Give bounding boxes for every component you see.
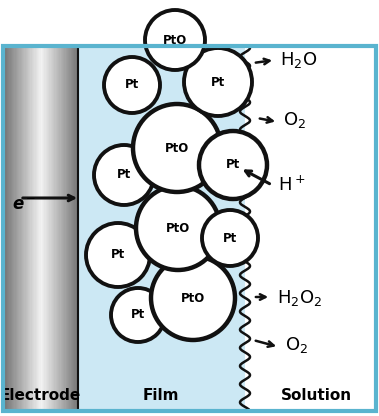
Bar xyxy=(68,46,69,411)
Text: H$_2$O: H$_2$O xyxy=(280,50,317,70)
Bar xyxy=(13,46,14,411)
Text: Pt: Pt xyxy=(125,79,139,92)
Text: Pt: Pt xyxy=(131,309,145,322)
Bar xyxy=(36,46,37,411)
Bar xyxy=(34,46,36,411)
Bar xyxy=(19,46,20,411)
Bar xyxy=(47,46,48,411)
Bar xyxy=(73,46,74,411)
Bar xyxy=(50,46,52,411)
Bar xyxy=(66,46,67,411)
Text: Pt: Pt xyxy=(111,248,125,262)
Circle shape xyxy=(202,210,258,266)
Text: O$_2$: O$_2$ xyxy=(283,110,306,130)
Bar xyxy=(52,46,53,411)
Bar xyxy=(3,46,78,411)
Bar xyxy=(77,46,78,411)
Text: PtO: PtO xyxy=(166,221,190,235)
Bar xyxy=(67,46,68,411)
Bar xyxy=(61,46,62,411)
Text: Pt: Pt xyxy=(117,168,131,181)
Bar xyxy=(57,46,58,411)
Text: Pt: Pt xyxy=(211,75,225,89)
Text: Pt: Pt xyxy=(223,231,237,245)
Bar xyxy=(59,46,61,411)
Bar xyxy=(72,46,73,411)
Bar xyxy=(33,46,34,411)
Bar xyxy=(64,46,66,411)
Circle shape xyxy=(145,10,205,70)
Bar xyxy=(7,46,8,411)
Circle shape xyxy=(86,223,150,287)
Bar xyxy=(62,46,63,411)
Bar xyxy=(28,46,29,411)
Bar xyxy=(14,46,16,411)
Text: Solution: Solution xyxy=(280,387,352,403)
Text: Pt: Pt xyxy=(226,158,240,171)
Circle shape xyxy=(184,48,252,116)
Bar xyxy=(48,46,49,411)
Bar xyxy=(55,46,57,411)
Text: PtO: PtO xyxy=(165,141,189,154)
Bar xyxy=(45,46,47,411)
Bar xyxy=(78,46,245,411)
Text: e$^-$: e$^-$ xyxy=(12,196,36,214)
Bar xyxy=(53,46,54,411)
Bar xyxy=(63,46,64,411)
Bar xyxy=(42,46,43,411)
Bar xyxy=(54,46,55,411)
Bar xyxy=(69,46,70,411)
Circle shape xyxy=(104,57,160,113)
Text: PtO: PtO xyxy=(163,34,187,47)
Bar xyxy=(75,46,77,411)
Bar xyxy=(22,46,23,411)
Text: Electrode: Electrode xyxy=(0,387,81,403)
Bar xyxy=(18,46,19,411)
Circle shape xyxy=(199,131,267,199)
Bar xyxy=(3,46,376,411)
Bar xyxy=(44,46,45,411)
Circle shape xyxy=(133,104,221,192)
Bar xyxy=(32,46,33,411)
Bar xyxy=(30,46,32,411)
Bar xyxy=(41,46,42,411)
Bar xyxy=(24,46,25,411)
Circle shape xyxy=(136,186,220,270)
Bar xyxy=(70,46,72,411)
Bar xyxy=(3,46,4,411)
Text: H$^+$: H$^+$ xyxy=(278,176,305,195)
Text: O$_2$: O$_2$ xyxy=(285,335,308,355)
Bar xyxy=(39,46,41,411)
Bar xyxy=(245,46,376,411)
Circle shape xyxy=(151,256,235,340)
Bar xyxy=(29,46,30,411)
Text: Film: Film xyxy=(143,387,179,403)
Bar xyxy=(11,46,12,411)
Bar xyxy=(9,46,11,411)
Bar xyxy=(8,46,9,411)
Bar xyxy=(20,46,22,411)
Bar xyxy=(49,46,50,411)
Bar xyxy=(6,46,7,411)
Circle shape xyxy=(94,145,154,205)
Bar xyxy=(12,46,13,411)
Bar xyxy=(17,46,18,411)
Circle shape xyxy=(111,288,165,342)
Bar xyxy=(58,46,59,411)
Bar xyxy=(74,46,75,411)
Bar xyxy=(27,46,28,411)
Text: PtO: PtO xyxy=(181,292,205,305)
Bar xyxy=(23,46,24,411)
Bar xyxy=(4,46,6,411)
Text: H$_2$O$_2$: H$_2$O$_2$ xyxy=(277,288,322,308)
Bar xyxy=(16,46,17,411)
Bar xyxy=(37,46,38,411)
Bar xyxy=(43,46,44,411)
Bar xyxy=(38,46,39,411)
Bar xyxy=(25,46,27,411)
